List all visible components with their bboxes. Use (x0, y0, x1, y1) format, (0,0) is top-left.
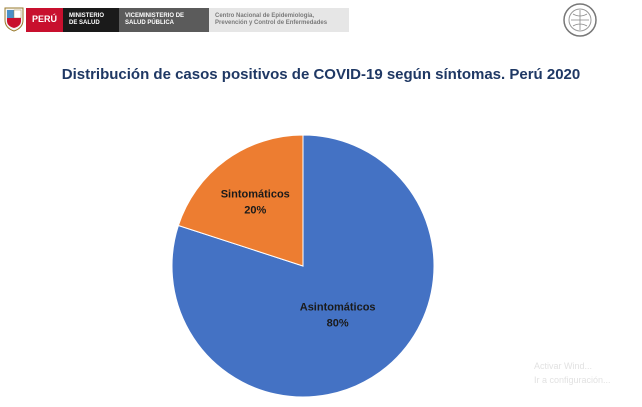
peru-label: PERÚ (26, 8, 64, 32)
cdc-seal-icon (563, 3, 597, 37)
slice-label-sintomáticos: Sintomáticos (221, 188, 290, 200)
watermark-line-1: Activar Wind... (534, 361, 593, 371)
ministerio-label: MINISTERIO DE SALUD (63, 8, 120, 32)
viceministerio-label: VICEMINISTERIO DE SALUD PÚBLICA (119, 8, 210, 32)
watermark-line-2: Ir a configuración... (534, 374, 611, 385)
slice-label-asintomáticos: Asintomáticos (300, 302, 376, 314)
centro-label: Centro Nacional de Epidemiología, Preven… (209, 8, 350, 32)
slice-value-asintomáticos: 80% (327, 318, 349, 330)
slice-value-sintomáticos: 20% (244, 204, 266, 216)
header-bar: PERÚ MINISTERIO DE SALUD VICEMINISTERIO … (0, 0, 642, 40)
chart-title: Distribución de casos positivos de COVID… (61, 66, 581, 83)
pie-slice-sintomáticos (177, 134, 304, 267)
windows-activation-watermark: Activar Wind... Ir a configuración... (534, 360, 611, 387)
coat-of-arms-icon (4, 7, 24, 32)
government-logo-strip: PERÚ MINISTERIO DE SALUD VICEMINISTERIO … (26, 8, 350, 32)
